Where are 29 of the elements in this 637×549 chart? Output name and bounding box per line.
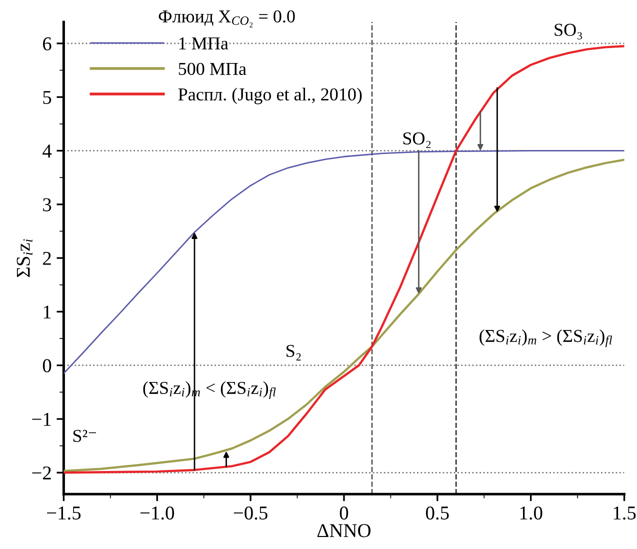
y-tick-label: 0 — [42, 359, 52, 372]
y-tick-label: 2 — [43, 252, 51, 265]
x-tick-label: 1.5 — [614, 506, 636, 520]
x-tick-label: −0.5 — [234, 506, 268, 520]
y-tick-label: 1 — [44, 306, 51, 318]
annotation: S₂ — [286, 344, 301, 360]
y-axis-title: ΣS$_{i}$z$_{i}$ — [16, 239, 32, 278]
y-tick-label: 4 — [42, 144, 52, 158]
legend-title: Флюид X$_{CO₂}$ = 0.0 — [158, 10, 295, 28]
legend-label: Распл. (Jugo et al., 2010) — [178, 88, 362, 104]
x-tick-label: −1.0 — [140, 506, 174, 520]
y-tick-label: −2 — [32, 466, 51, 480]
text: (ΣS$_{i}$z$_{i}$)$_{m}$ > (ΣS$_{i}$z$_{i}$)$_{fl}$ — [480, 329, 612, 348]
x-tick-label: 0.5 — [426, 506, 449, 520]
annotation: SO₂ — [403, 132, 431, 148]
line-series — [64, 158, 624, 472]
annotation: S²⁻ — [73, 430, 96, 442]
annotation: SO₃ — [554, 24, 582, 40]
line-series — [64, 150, 624, 374]
y-tick-label: 5 — [43, 91, 52, 104]
legend-label: 500 МПа — [178, 62, 246, 76]
y-tick-label: 6 — [43, 37, 52, 50]
legend-label: 1 МПа — [179, 37, 228, 50]
y-tick-label: 3 — [43, 198, 52, 212]
x-tick-label: 0 — [340, 506, 348, 520]
x-axis-title: ΔNNO — [317, 524, 370, 538]
x-tick-label: 1.0 — [520, 506, 542, 520]
y-tick-label: −1 — [32, 412, 51, 426]
x-tick-label: −1.5 — [47, 506, 81, 520]
